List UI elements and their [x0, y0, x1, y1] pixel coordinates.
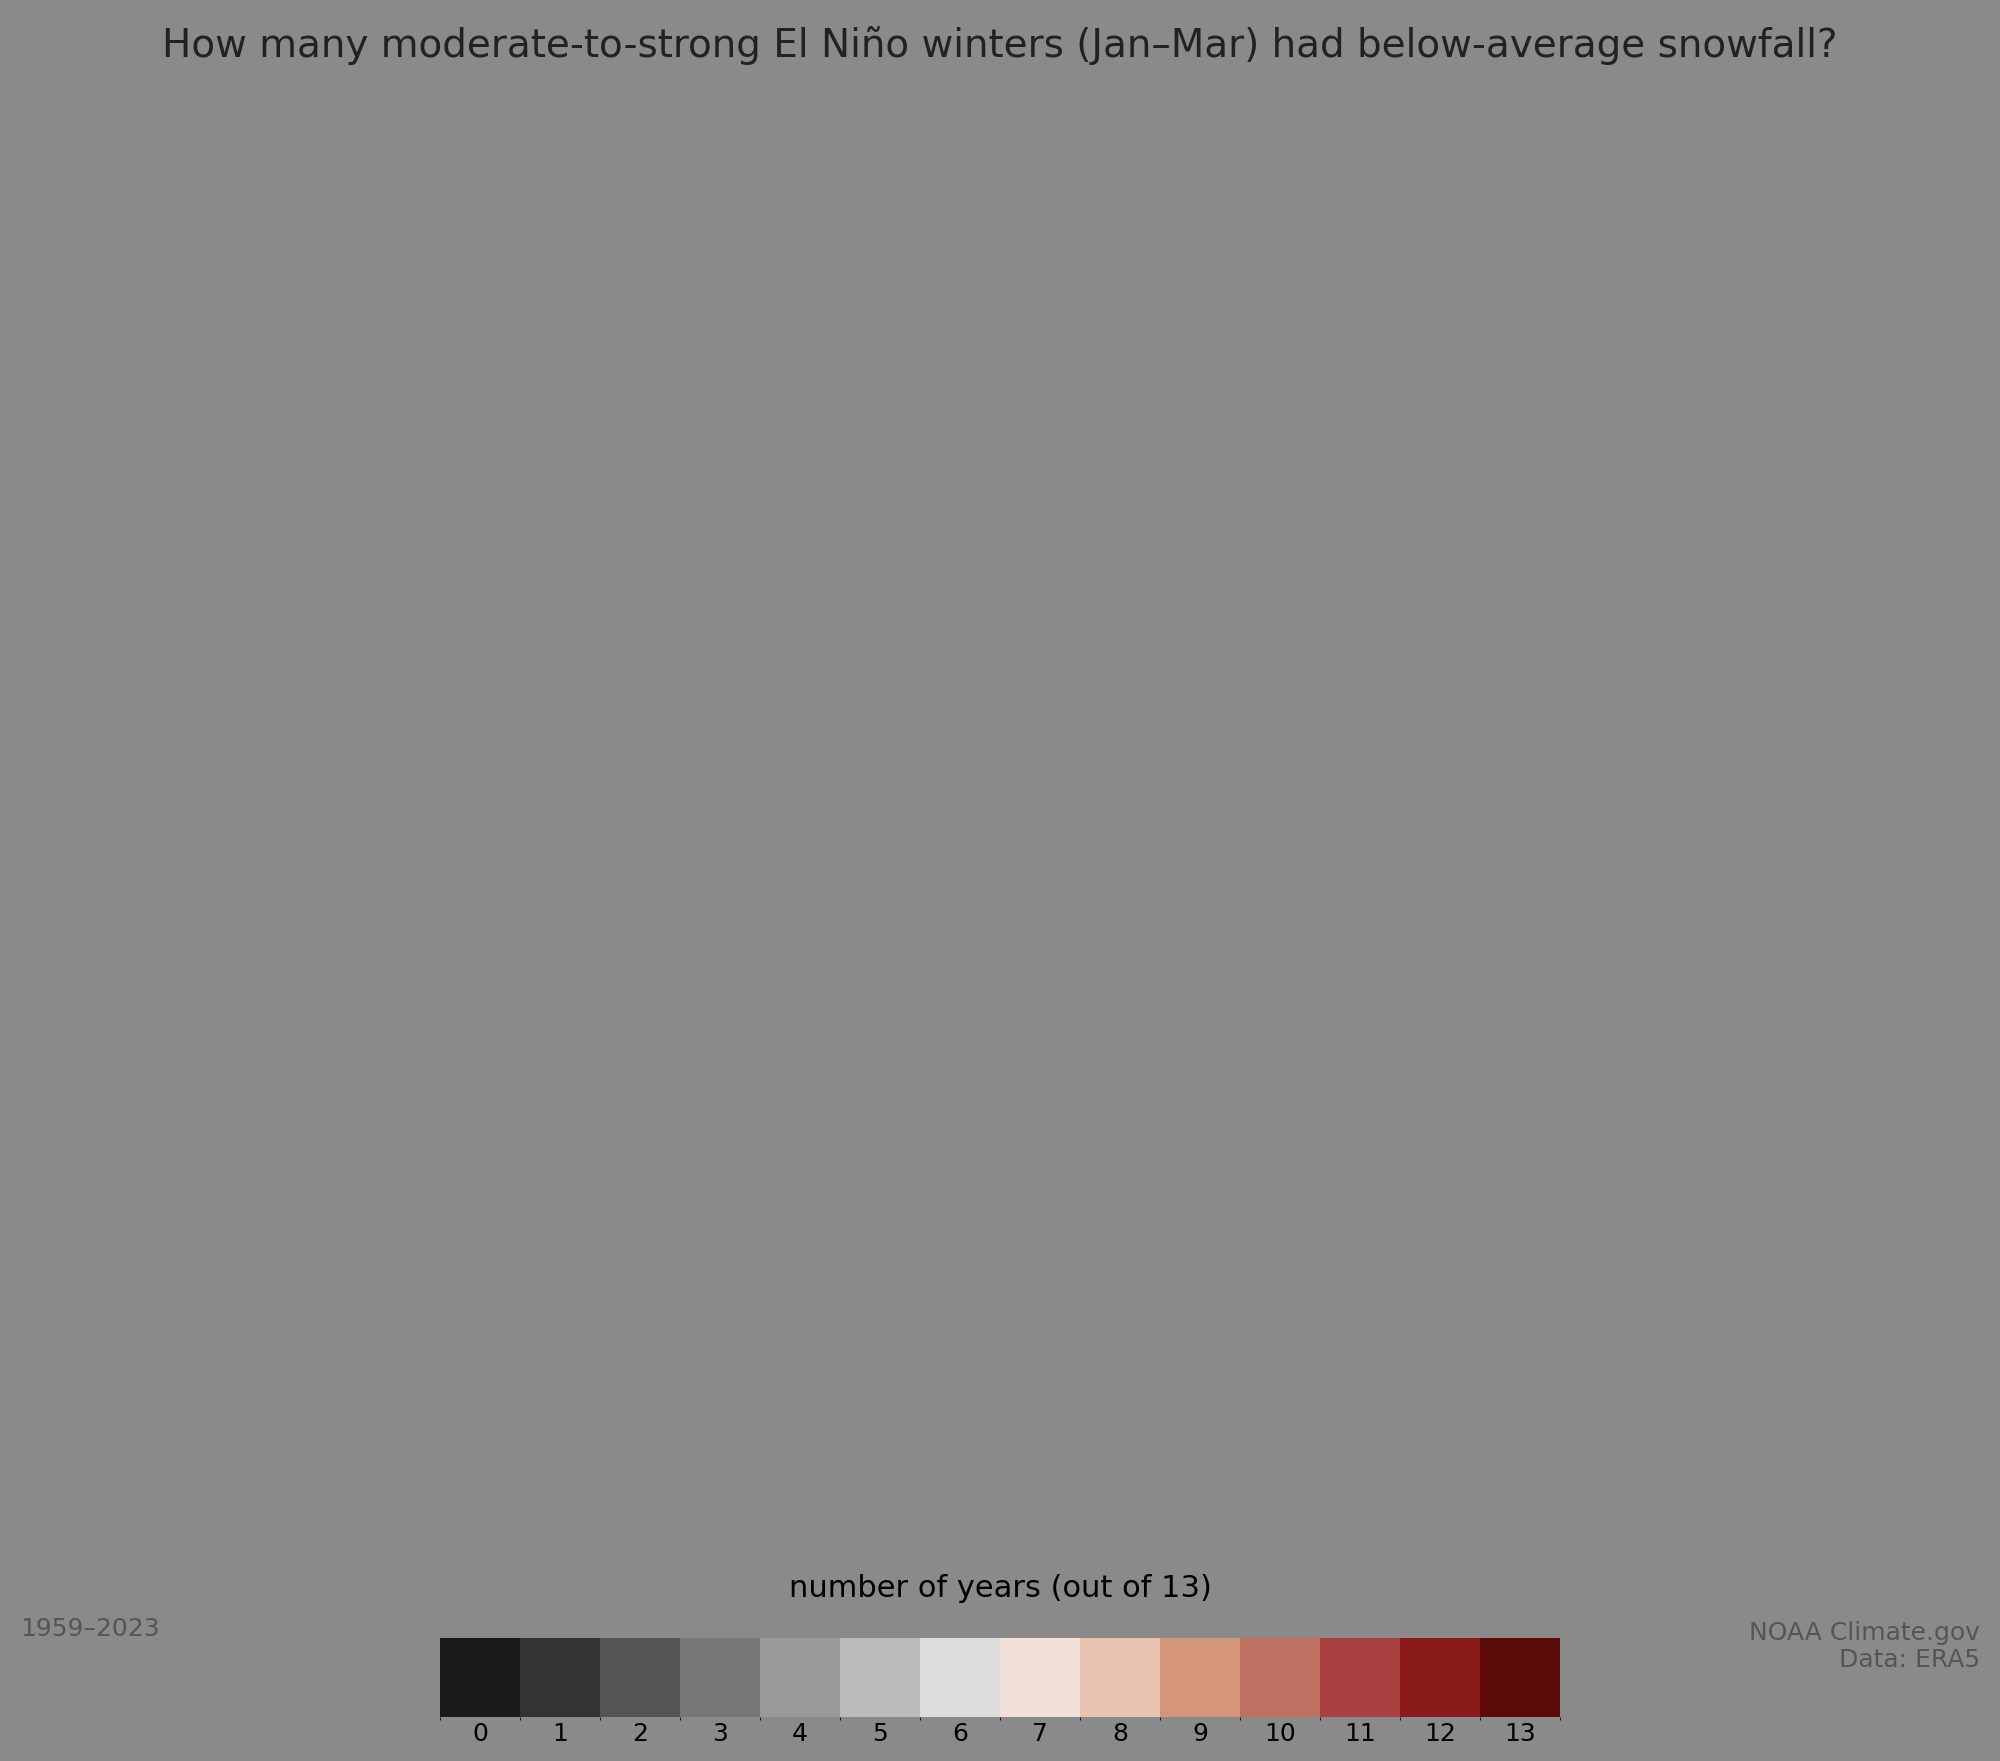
Text: How many moderate-to-strong El Niño winters (Jan–Mar) had below-average snowfall: How many moderate-to-strong El Niño wint…	[162, 26, 1838, 65]
Text: number of years (out of 13): number of years (out of 13)	[788, 1574, 1212, 1603]
Text: 1959–2023: 1959–2023	[20, 1617, 160, 1641]
Text: NOAA Climate.gov
Data: ERA5: NOAA Climate.gov Data: ERA5	[1750, 1620, 1980, 1673]
